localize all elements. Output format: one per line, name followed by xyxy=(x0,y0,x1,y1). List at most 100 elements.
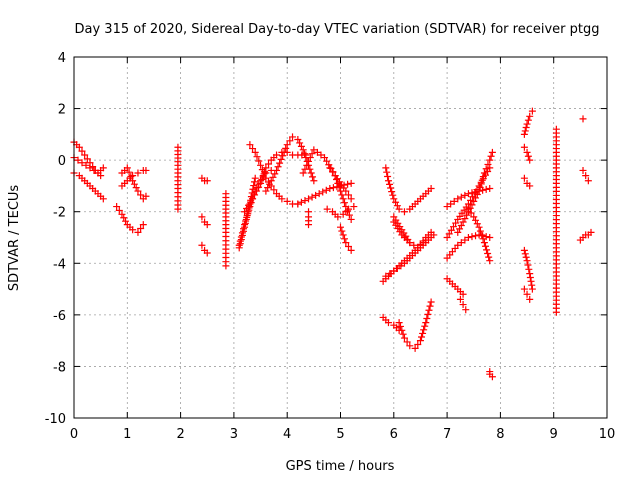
data-point xyxy=(75,143,83,151)
series-s16 xyxy=(262,133,318,195)
data-point xyxy=(520,174,528,182)
data-point xyxy=(283,197,291,205)
data-point xyxy=(420,326,428,334)
data-point xyxy=(323,157,331,165)
data-point xyxy=(127,172,135,180)
data-point xyxy=(386,270,394,278)
data-point xyxy=(526,182,534,190)
data-point xyxy=(115,206,123,214)
data-point xyxy=(464,205,472,213)
series-s27 xyxy=(382,164,435,216)
data-point xyxy=(305,195,313,203)
data-point xyxy=(472,232,480,240)
plot-frame xyxy=(73,56,608,419)
data-point xyxy=(257,179,265,187)
data-point xyxy=(522,123,530,131)
data-point xyxy=(523,120,531,128)
data-point xyxy=(344,243,352,251)
data-point xyxy=(262,174,270,182)
data-point xyxy=(443,203,451,211)
data-point xyxy=(390,195,398,203)
data-point xyxy=(486,156,494,164)
data-point xyxy=(522,253,530,261)
data-point xyxy=(251,174,259,182)
data-point xyxy=(279,152,287,160)
data-point xyxy=(457,239,465,247)
data-point xyxy=(299,169,307,177)
data-point xyxy=(579,166,587,174)
data-point xyxy=(427,298,435,306)
data-point xyxy=(473,220,481,228)
data-point xyxy=(198,241,206,249)
data-point xyxy=(582,172,590,180)
data-point xyxy=(238,231,246,239)
data-point xyxy=(410,241,418,249)
data-point xyxy=(125,168,133,176)
data-point xyxy=(485,253,493,261)
series-s8 xyxy=(198,174,211,185)
data-point xyxy=(478,176,486,184)
data-point xyxy=(390,267,398,275)
data-point xyxy=(520,143,528,151)
data-point xyxy=(468,233,476,241)
data-point xyxy=(134,169,142,177)
data-point xyxy=(326,164,334,172)
data-point xyxy=(523,290,531,298)
data-point xyxy=(475,223,483,231)
data-point xyxy=(347,215,355,223)
series-s14 xyxy=(241,148,310,216)
data-point xyxy=(487,152,495,160)
x-tick-label: 7 xyxy=(443,427,451,442)
data-point xyxy=(520,130,528,138)
data-point xyxy=(480,169,488,177)
data-point xyxy=(255,157,263,165)
data-point xyxy=(382,272,390,280)
data-point xyxy=(78,159,86,167)
data-point xyxy=(86,164,94,172)
data-point xyxy=(203,249,211,257)
series-s33 xyxy=(454,148,496,236)
data-point xyxy=(456,225,464,233)
data-point xyxy=(552,308,560,316)
data-point xyxy=(251,148,259,156)
data-point xyxy=(99,164,107,172)
data-point xyxy=(486,257,494,265)
data-point xyxy=(461,191,469,199)
data-point xyxy=(242,215,250,223)
y-tick-label: -6 xyxy=(53,309,66,324)
data-point xyxy=(339,231,347,239)
data-point xyxy=(255,183,263,191)
data-point xyxy=(398,326,406,334)
data-point xyxy=(296,139,304,147)
data-point xyxy=(579,115,587,123)
data-point xyxy=(203,177,211,185)
data-point xyxy=(113,203,121,211)
y-tick-labels: 4 2 0 -2 -4 -6 -8 -10 xyxy=(45,51,66,427)
data-point xyxy=(384,172,392,180)
data-point xyxy=(338,191,346,199)
data-point xyxy=(524,116,532,124)
series-s6 xyxy=(118,166,150,190)
data-point xyxy=(419,329,427,337)
data-point xyxy=(139,221,147,229)
data-point xyxy=(257,161,265,169)
data-point xyxy=(384,319,392,327)
data-point xyxy=(387,184,395,192)
data-point xyxy=(396,322,404,330)
data-point xyxy=(414,341,422,349)
data-point xyxy=(395,319,403,327)
data-point xyxy=(342,239,350,247)
data-point xyxy=(472,216,480,224)
data-point xyxy=(525,265,533,273)
data-point xyxy=(308,193,316,201)
data-point xyxy=(319,188,327,196)
data-point xyxy=(462,306,470,314)
series-s46 xyxy=(579,115,587,123)
series-s43 xyxy=(552,125,560,316)
data-point xyxy=(406,342,414,350)
data-point xyxy=(456,295,464,303)
data-point xyxy=(142,166,150,174)
data-point xyxy=(344,205,352,213)
x-tick-label: 0 xyxy=(70,427,78,442)
series-s2 xyxy=(70,169,107,203)
